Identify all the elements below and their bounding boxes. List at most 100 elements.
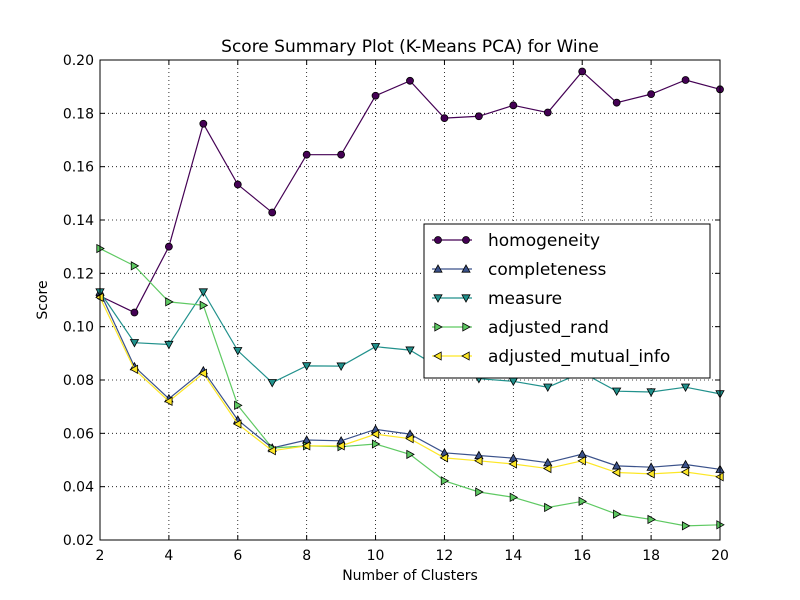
data-point — [680, 383, 691, 393]
data-point — [233, 180, 242, 189]
data-point — [509, 492, 519, 503]
data-point — [164, 340, 174, 350]
data-point — [301, 441, 311, 451]
data-point — [475, 487, 484, 497]
data-point — [439, 453, 449, 463]
data-point — [302, 150, 311, 159]
x-tick-label: 14 — [504, 548, 522, 564]
legend-label: completeness — [488, 260, 606, 280]
x-axis-label: Number of Clusters — [342, 568, 478, 584]
data-point — [406, 449, 415, 460]
data-point — [165, 297, 174, 307]
y-tick-label: 0.14 — [63, 213, 94, 229]
data-point — [542, 463, 552, 474]
data-point — [578, 67, 587, 76]
legend-marker — [462, 236, 470, 244]
y-tick-label: 0.12 — [63, 266, 94, 282]
data-point — [543, 383, 553, 393]
legend-marker — [433, 294, 443, 303]
y-tick-label: 0.16 — [63, 160, 94, 176]
data-point — [267, 379, 277, 388]
data-point — [301, 362, 312, 371]
data-point — [371, 439, 381, 449]
x-tick-label: 16 — [573, 548, 591, 564]
axis-ticks: 2 4 6 8 10 12 14 16 18 20 0.02 0.04 0.06 0.08 0.10 0.12… — [63, 53, 729, 564]
legend-label: adjusted_mutual_info — [488, 347, 670, 367]
data-point — [647, 90, 656, 99]
plot-frame — [99, 59, 721, 541]
data-point — [405, 346, 415, 355]
data-point — [544, 502, 553, 513]
data-point — [405, 433, 414, 444]
data-point — [681, 76, 690, 84]
y-tick-label: 0.08 — [63, 373, 94, 389]
data-point — [611, 387, 622, 397]
legend-label: adjusted_rand — [488, 318, 609, 338]
data-point — [267, 445, 276, 456]
y-axis-label: Score — [35, 280, 51, 319]
y-tick-label: 0.18 — [63, 106, 94, 122]
data-point — [440, 114, 449, 123]
data-point — [268, 208, 277, 217]
data-point — [646, 469, 655, 479]
data-point — [681, 521, 691, 531]
series-adjusted-rand — [96, 243, 725, 531]
data-point — [647, 514, 656, 525]
series-homogeneity — [96, 67, 724, 317]
data-point — [370, 343, 381, 352]
legend-box — [423, 223, 711, 379]
data-point — [199, 300, 209, 311]
data-point — [233, 347, 243, 356]
data-point — [371, 91, 380, 100]
data-point — [164, 396, 173, 407]
data-point — [611, 461, 622, 470]
data-point — [130, 261, 140, 271]
data-point — [130, 308, 139, 317]
y-tick-label: 0.10 — [63, 320, 94, 336]
data-point — [680, 467, 690, 477]
x-tick-label: 6 — [233, 548, 242, 564]
x-tick-label: 12 — [436, 548, 454, 564]
legend-marker — [461, 351, 470, 361]
data-point — [474, 456, 483, 466]
x-tick-label: 8 — [302, 548, 311, 564]
legend-marker — [434, 322, 443, 332]
data-point — [440, 476, 450, 486]
data-point — [337, 150, 346, 159]
data-point — [198, 288, 209, 297]
data-point — [613, 509, 622, 519]
data-point — [680, 459, 691, 469]
data-point — [474, 112, 483, 121]
x-tick-label: 2 — [96, 548, 105, 564]
y-tick-label: 0.20 — [63, 53, 94, 69]
x-tick-label: 20 — [711, 548, 729, 564]
data-point — [129, 364, 139, 375]
legend-marker — [461, 294, 471, 303]
x-tick-label: 18 — [642, 548, 660, 564]
legend-marker — [433, 351, 442, 361]
data-point — [646, 388, 656, 397]
legend-marker — [433, 264, 443, 273]
data-point — [577, 456, 586, 466]
data-point — [164, 242, 173, 251]
legend-marker — [434, 236, 442, 244]
data-point — [612, 98, 621, 107]
x-tick-label: 10 — [367, 548, 385, 564]
chart-title: Score Summary Plot (K-Means PCA) for Win… — [221, 37, 599, 57]
data-point — [232, 419, 242, 429]
legend-marker — [461, 264, 471, 273]
plot-series — [95, 67, 725, 531]
data-point — [129, 339, 140, 348]
data-point — [577, 449, 587, 458]
data-point — [234, 400, 243, 411]
data-point — [509, 101, 518, 110]
data-point — [336, 362, 346, 371]
data-point — [646, 462, 656, 471]
x-tick-label: 4 — [164, 548, 173, 564]
data-point — [406, 76, 414, 85]
data-point — [336, 441, 345, 451]
legend-label: measure — [488, 289, 562, 309]
data-point — [578, 496, 588, 507]
series-adjusted-mutual-info — [95, 292, 724, 482]
